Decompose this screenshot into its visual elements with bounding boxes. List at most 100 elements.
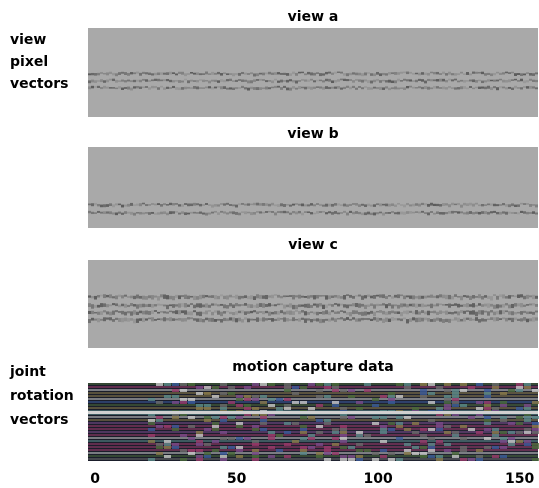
- cell: [484, 437, 491, 440]
- stripe: [535, 303, 538, 307]
- stripe: [214, 204, 217, 207]
- stripe: [295, 310, 298, 312]
- stripe: [406, 202, 409, 206]
- cell: [324, 419, 331, 422]
- stripe: [211, 295, 214, 298]
- stripe: [154, 203, 157, 206]
- stripe: [88, 80, 91, 84]
- stripe: [199, 294, 202, 300]
- stripe: [172, 318, 175, 321]
- stripe: [310, 86, 313, 90]
- stripe: [241, 304, 244, 306]
- stripe: [451, 318, 454, 321]
- stripe: [337, 212, 340, 215]
- stripe: [520, 78, 523, 82]
- cell: [492, 428, 499, 431]
- stripe: [157, 296, 160, 301]
- cell: [524, 431, 531, 434]
- cell: [468, 386, 475, 389]
- stripe: [271, 294, 274, 299]
- row-stripe: [88, 386, 538, 388]
- stripe: [178, 317, 181, 321]
- stripe: [88, 295, 91, 298]
- stripe: [421, 210, 424, 213]
- cell: [460, 389, 467, 392]
- stripe: [442, 203, 445, 206]
- cell: [500, 437, 507, 440]
- stripe: [319, 73, 322, 77]
- stripe: [121, 71, 124, 74]
- stripe: [466, 211, 469, 215]
- stripe: [223, 304, 226, 309]
- stripe: [385, 80, 388, 83]
- cell: [324, 395, 331, 398]
- stripe: [484, 303, 487, 307]
- cell: [476, 413, 483, 416]
- stripe: [190, 211, 193, 214]
- stripe: [91, 72, 94, 76]
- cell: [324, 452, 331, 455]
- stripe: [157, 303, 160, 306]
- stripe: [226, 212, 229, 215]
- stripe: [349, 318, 352, 321]
- stripe: [124, 303, 127, 308]
- stripe: [403, 295, 406, 300]
- stripe: [475, 211, 478, 214]
- stripe: [112, 78, 115, 82]
- stripe: [343, 86, 346, 90]
- stripe: [319, 203, 322, 207]
- stripe: [415, 203, 418, 206]
- cell: [300, 386, 307, 389]
- stripe: [376, 303, 379, 307]
- stripe: [514, 303, 517, 307]
- image-bg: [88, 147, 538, 228]
- stripe: [502, 79, 505, 83]
- cell: [180, 413, 187, 416]
- cell: [380, 455, 387, 458]
- stripe: [313, 80, 316, 83]
- stripe: [205, 303, 208, 308]
- stripe: [133, 318, 136, 324]
- stripe: [316, 79, 319, 82]
- stripe: [502, 86, 505, 89]
- stripe: [478, 204, 481, 207]
- cell: [244, 386, 251, 389]
- cell: [204, 419, 211, 422]
- cell: [452, 395, 459, 398]
- stripe: [145, 318, 148, 321]
- stripe: [379, 80, 382, 83]
- stripe: [388, 212, 391, 214]
- stripe: [337, 303, 340, 307]
- stripe: [391, 203, 394, 207]
- cell: [524, 440, 531, 443]
- stripe: [361, 203, 364, 206]
- stripe: [421, 86, 424, 90]
- cell: [260, 416, 267, 419]
- cell: [500, 392, 507, 395]
- cell: [484, 389, 491, 392]
- stripe: [388, 295, 391, 297]
- cell: [420, 428, 427, 431]
- cell: [444, 413, 451, 416]
- stripe: [340, 317, 343, 320]
- stripe: [154, 310, 157, 312]
- stripe: [157, 212, 160, 215]
- cell: [500, 416, 507, 419]
- stripe: [181, 295, 184, 298]
- stripe: [481, 80, 484, 84]
- stripe: [121, 303, 124, 307]
- stripe: [127, 311, 130, 314]
- cell: [308, 407, 315, 410]
- stripe: [277, 317, 280, 321]
- stripe: [112, 72, 115, 76]
- stripe: [475, 317, 478, 321]
- cell: [396, 395, 403, 398]
- stripe: [517, 204, 520, 207]
- stripe: [337, 311, 340, 314]
- stripe: [511, 295, 514, 297]
- cell: [284, 422, 291, 425]
- stripe: [142, 86, 145, 89]
- stripe: [424, 72, 427, 75]
- cell: [316, 404, 323, 407]
- stripe: [343, 304, 346, 308]
